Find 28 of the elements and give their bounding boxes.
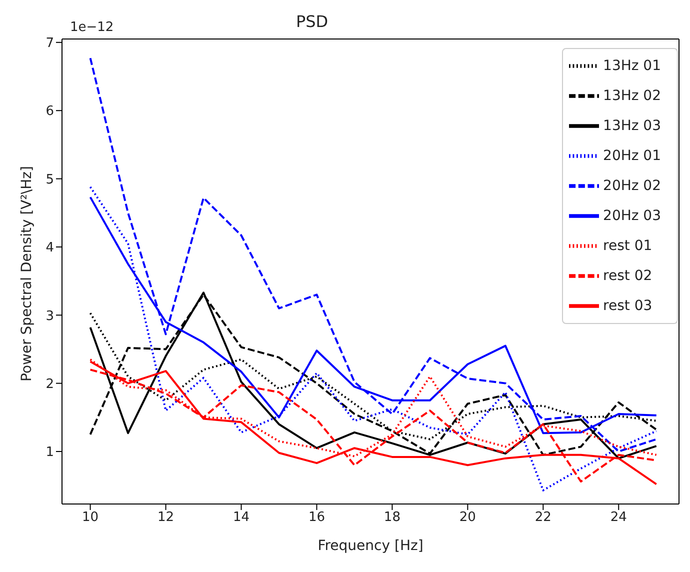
legend-label: 13Hz 01 bbox=[603, 58, 661, 74]
text: 1e−12 bbox=[70, 20, 114, 35]
x-tick-label: 16 bbox=[308, 510, 325, 526]
y-axis-title: Power Spectral Density [V²\Hz] bbox=[18, 166, 35, 382]
chart-title: PSD bbox=[296, 12, 328, 31]
legend-label: 20Hz 03 bbox=[603, 208, 661, 224]
legend-label: 13Hz 03 bbox=[603, 118, 661, 134]
y-tick-label: 6 bbox=[46, 104, 54, 120]
x-tick-label: 10 bbox=[82, 510, 99, 526]
x-tick-label: 18 bbox=[384, 510, 400, 526]
y-tick-label: 5 bbox=[46, 172, 54, 188]
legend-label: rest 01 bbox=[603, 238, 652, 254]
legend-label: rest 03 bbox=[603, 298, 652, 314]
legend-label: 20Hz 01 bbox=[603, 148, 661, 164]
x-tick-label: 12 bbox=[158, 510, 174, 526]
y-tick-label: 1 bbox=[46, 445, 54, 460]
y-tick-label: 4 bbox=[46, 240, 54, 256]
x-tick-label: 20 bbox=[459, 510, 476, 526]
legend-label: 13Hz 02 bbox=[603, 88, 661, 104]
x-axis-title: Frequency [Hz] bbox=[318, 538, 424, 554]
legend-label: rest 02 bbox=[603, 268, 652, 284]
x-tick-label: 22 bbox=[534, 510, 552, 526]
y-tick-label: 7 bbox=[46, 36, 54, 52]
x-tick-label: 24 bbox=[610, 510, 627, 526]
legend-label: 20Hz 02 bbox=[603, 178, 661, 194]
y-tick-label: 2 bbox=[46, 376, 54, 392]
x-tick-label: 14 bbox=[232, 510, 250, 526]
y-tick-label: 3 bbox=[46, 308, 54, 324]
